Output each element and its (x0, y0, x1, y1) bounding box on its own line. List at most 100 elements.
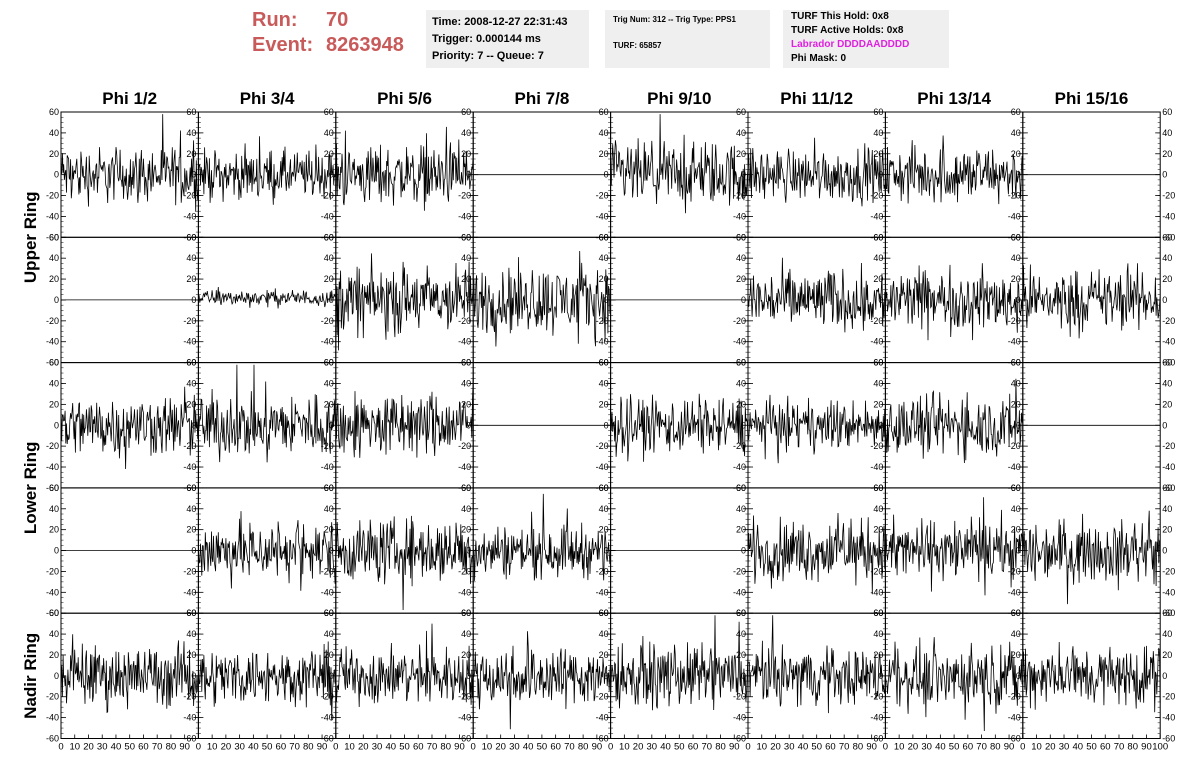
event-value: 8263948 (326, 34, 404, 56)
y-tick-label: 0 (878, 671, 883, 681)
y-tick-label: 40 (1011, 128, 1021, 138)
waveform-trace (335, 253, 474, 351)
waveform-trace (885, 497, 1024, 596)
y-tick-label: -60 (46, 358, 59, 368)
y-tick-label: 20 (873, 525, 883, 535)
x-tick-label: 80 (990, 742, 1001, 753)
y-tick-label: -40 (458, 587, 471, 597)
waveform-trace (885, 135, 1024, 205)
y-tick-label: 0 (54, 546, 59, 556)
y-tick-label: 20 (599, 399, 609, 409)
y-tick-label: -60 (458, 734, 471, 744)
y-tick-label: -20 (1008, 692, 1021, 702)
y-tick-label: 20 (186, 274, 196, 284)
y-tick-label: 0 (878, 295, 883, 305)
y-tick-label: -20 (870, 692, 883, 702)
y-tick-label: -20 (46, 316, 59, 326)
x-tick-label: 0 (883, 742, 888, 753)
waveform-trace (335, 377, 474, 458)
y-tick-label: 40 (873, 629, 883, 639)
x-tick-label: 70 (839, 742, 850, 753)
y-tick-label: 40 (599, 253, 609, 263)
y-tick-label: -40 (458, 462, 471, 472)
x-tick-label: 20 (1045, 742, 1056, 753)
y-tick-label: -20 (183, 316, 196, 326)
y-tick-label: 0 (741, 671, 746, 681)
y-tick-label: 60 (324, 483, 334, 493)
y-tick-label: 40 (736, 128, 746, 138)
y-tick-label: 40 (49, 378, 59, 388)
y-tick-label: 20 (1162, 525, 1172, 535)
y-tick-label: -40 (183, 713, 196, 723)
y-tick-label: -40 (458, 337, 471, 347)
y-tick-label: 0 (329, 170, 334, 180)
x-tick-label: 60 (963, 742, 974, 753)
column-title: Phi 9/10 (647, 89, 711, 108)
waveform-trace (885, 637, 1024, 732)
y-tick-label: -40 (183, 587, 196, 597)
waveform-trace (198, 286, 337, 309)
y-tick-label: 60 (186, 232, 196, 242)
x-tick-label: 60 (825, 742, 836, 753)
y-tick-label: -20 (733, 566, 746, 576)
y-tick-label: -20 (596, 316, 609, 326)
waveform-trace (610, 615, 749, 711)
column-title: Phi 3/4 (240, 89, 295, 108)
y-tick-label: 0 (1016, 546, 1021, 556)
x-tick-label: 80 (1127, 742, 1138, 753)
y-tick-label: -40 (1162, 211, 1175, 221)
y-tick-label: -20 (458, 316, 471, 326)
y-tick-label: -60 (46, 608, 59, 618)
y-tick-label: -20 (321, 316, 334, 326)
x-tick-label: 60 (550, 742, 561, 753)
y-tick-label: -20 (458, 441, 471, 451)
waveform-trace (198, 136, 337, 205)
y-tick-label: -40 (458, 713, 471, 723)
y-tick-label: 20 (186, 399, 196, 409)
y-tick-label: 60 (873, 358, 883, 368)
column-title: Phi 13/14 (917, 89, 991, 108)
y-tick-label: 40 (49, 629, 59, 639)
y-tick-label: -20 (1162, 191, 1175, 201)
y-tick-label: 40 (186, 504, 196, 514)
y-tick-label: 20 (736, 149, 746, 159)
y-tick-label: -40 (733, 337, 746, 347)
y-tick-label: -40 (1162, 337, 1175, 347)
x-tick-label: 70 (976, 742, 987, 753)
event-label: Event: (252, 34, 314, 56)
x-tick-label: 70 (701, 742, 712, 753)
y-tick-label: 40 (1011, 378, 1021, 388)
y-tick-label: -40 (733, 713, 746, 723)
y-tick-label: 60 (736, 483, 746, 493)
y-tick-label: 40 (461, 253, 471, 263)
y-tick-label: 0 (466, 170, 471, 180)
y-tick-label: -20 (733, 316, 746, 326)
y-tick-label: 40 (736, 253, 746, 263)
y-tick-label: -40 (596, 713, 609, 723)
y-tick-label: -60 (1162, 734, 1175, 744)
x-tick-label: 10 (1031, 742, 1042, 753)
y-tick-label: -40 (1162, 713, 1175, 723)
x-tick-label: 50 (399, 742, 410, 753)
y-tick-label: 20 (186, 650, 196, 660)
x-tick-label: 20 (770, 742, 781, 753)
ring-label: Lower Ring (21, 442, 40, 535)
y-tick-label: 20 (873, 274, 883, 284)
y-tick-label: 40 (186, 378, 196, 388)
y-tick-label: -60 (1008, 734, 1021, 744)
panel-frame (197, 362, 337, 489)
waveform-trace (610, 114, 749, 214)
y-tick-label: 40 (461, 629, 471, 639)
column-title: Phi 7/8 (514, 89, 569, 108)
y-tick-label: 40 (49, 128, 59, 138)
y-tick-label: -20 (321, 441, 334, 451)
waveform-trace (198, 641, 337, 721)
y-tick-label: 0 (466, 295, 471, 305)
y-tick-label: -20 (458, 566, 471, 576)
y-tick-label: 40 (324, 629, 334, 639)
y-tick-label: 20 (461, 149, 471, 159)
x-tick-label: 60 (276, 742, 287, 753)
y-tick-label: 60 (461, 483, 471, 493)
x-tick-label: 70 (1114, 742, 1125, 753)
y-tick-label: 20 (873, 650, 883, 660)
